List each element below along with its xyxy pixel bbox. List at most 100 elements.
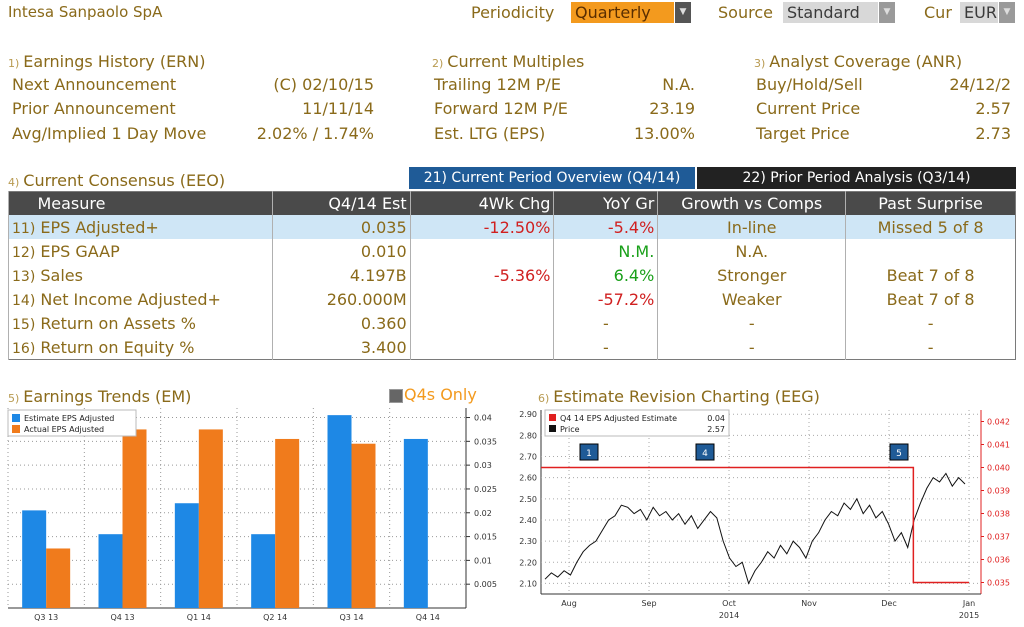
row-measure[interactable]: Net Income Adjusted+ [40,289,221,309]
price-line [544,472,966,585]
table-row[interactable]: 16) Return on Equity % 3.400 - - - [8,335,1016,360]
tab-prior-period[interactable]: 22) Prior Period Analysis (Q3/14) [697,167,1016,189]
header-estimate[interactable]: Q4/14 Est [271,191,411,215]
y-tick-label: 0.04 [474,414,492,423]
right-tick-label: 0.035 [987,579,1010,588]
bar [198,429,223,608]
currency-label: Cur [924,3,952,22]
x-tick-label: Oct [722,599,736,608]
row-measure[interactable]: Return on Assets % [40,313,196,333]
event-marker: 5 [889,443,909,461]
row-comps: N.A. [657,239,846,263]
x-tick-label: Q4 14 [416,613,440,622]
prior-announcement-value: 11/11/14 [302,99,374,118]
table-row[interactable]: 13) Sales 4.197B -5.36% 6.4% Stronger Be… [8,263,1016,287]
q4s-only-label[interactable]: Q4s Only [404,385,477,404]
q4s-only-checkbox[interactable] [389,389,403,403]
right-tick-label: 0.039 [987,487,1010,496]
left-tick-label: 2.70 [519,453,537,462]
header-past-surprise[interactable]: Past Surprise [845,191,1016,215]
right-tick-label: 0.041 [987,441,1010,450]
header-4wk-chg[interactable]: 4Wk Chg [409,191,554,215]
left-tick-label: 2.10 [519,579,537,588]
ltg-label: Est. LTG (EPS) [434,124,546,143]
tab-current-period[interactable]: 21) Current Period Overview (Q4/14) [409,167,695,189]
left-tick-label: 2.40 [519,516,537,525]
legend-label: Estimate EPS Adjusted [24,414,114,423]
row-comps: Stronger [657,263,846,287]
row-comps: In-line [657,215,846,239]
consensus-title[interactable]: 4) Current Consensus (EEO) [8,171,226,190]
current-price-value: 2.57 [975,99,1011,118]
table-row[interactable]: 15) Return on Assets % 0.360 - - - [8,311,1016,335]
left-tick-label: 2.90 [519,410,537,419]
company-name: Intesa Sanpaolo SpA [8,3,163,21]
bar [22,510,47,608]
header-growth-vs-comps[interactable]: Growth vs Comps [657,191,846,215]
target-price-label: Target Price [756,124,850,143]
row-measure[interactable]: EPS GAAP [40,241,120,261]
bar [251,534,276,608]
periodicity-select[interactable]: Quarterly [571,2,674,23]
day-move-value: 2.02% / 1.74% [256,124,374,143]
bar [122,429,147,608]
row-measure[interactable]: Sales [40,265,83,285]
table-row[interactable]: 12) EPS GAAP 0.010 N.M. N.A. [8,239,1016,263]
next-announcement-value: (C) 02/10/15 [273,75,374,94]
row-measure[interactable]: EPS Adjusted+ [40,217,159,237]
row-4wk-chg [409,287,554,311]
legend-value: 0.04 [707,414,725,423]
row-4wk-chg [409,335,554,360]
legend-value: 2.57 [707,425,725,434]
currency-select[interactable]: EUR [960,2,998,23]
left-tick-label: 2.30 [519,537,537,546]
legend-swatch [549,414,556,421]
bar [46,548,71,608]
current-multiples-title[interactable]: 2) Current Multiples [432,52,585,71]
periodicity-dropdown-icon[interactable]: ▼ [675,2,691,23]
legend-label: Price [560,425,580,434]
left-tick-label: 2.80 [519,431,537,440]
source-dropdown-icon[interactable]: ▼ [879,2,895,23]
chart-legend: Q4 14 EPS Adjusted Estimate 0.04 Price 2.57 [544,409,730,437]
event-marker-label: 1 [586,449,592,459]
forward-pe-label: Forward 12M P/E [434,99,568,118]
legend-label: Actual EPS Adjusted [24,425,104,434]
legend-box [544,409,730,437]
event-marker-box [579,443,599,461]
x-tick-label: Q1 14 [187,613,211,622]
event-marker-label: 5 [896,449,902,459]
periodicity-label: Periodicity [471,3,555,22]
y-tick-label: 0.035 [474,437,497,446]
bar [351,443,376,608]
row-4wk-chg [409,311,554,335]
x-tick-label: Nov [801,599,817,608]
header-yoy[interactable]: YoY Gr [553,191,658,215]
estimate-revision-title[interactable]: 6) Estimate Revision Charting (EEG) [538,387,820,406]
earnings-history-title[interactable]: 1) Earnings History (ERN) [8,52,206,71]
row-surprise: Beat 7 of 8 [845,263,1016,287]
right-tick-label: 0.037 [987,533,1010,542]
table-row[interactable]: 11) EPS Adjusted+ 0.035 -12.50% -5.4% In… [8,215,1016,239]
currency-dropdown-icon[interactable]: ▼ [999,2,1015,23]
estimate-line [541,466,969,584]
row-yoy: - [553,335,658,360]
analyst-coverage-title[interactable]: 3) Analyst Coverage (ANR) [754,52,963,71]
row-measure[interactable]: Return on Equity % [40,337,195,357]
event-marker-box [695,443,715,461]
left-tick-label: 2.20 [519,558,537,567]
row-4wk-chg: -5.36% [409,263,554,287]
right-tick-label: 0.040 [987,464,1010,473]
row-estimate: 260.000M [271,287,411,311]
event-marker-label: 4 [702,449,708,459]
source-select[interactable]: Standard [783,2,878,23]
bar [327,415,352,608]
row-surprise [845,239,1016,263]
row-surprise: Beat 7 of 8 [845,287,1016,311]
earnings-trends-title[interactable]: 5) Earnings Trends (EM) [8,387,192,406]
header-measure[interactable]: Measure [8,191,273,215]
y-tick-label: 0.02 [474,509,492,518]
row-estimate: 0.010 [271,239,411,263]
table-row[interactable]: 14) Net Income Adjusted+ 260.000M -57.2%… [8,287,1016,311]
year-label: 2015 [959,611,979,620]
